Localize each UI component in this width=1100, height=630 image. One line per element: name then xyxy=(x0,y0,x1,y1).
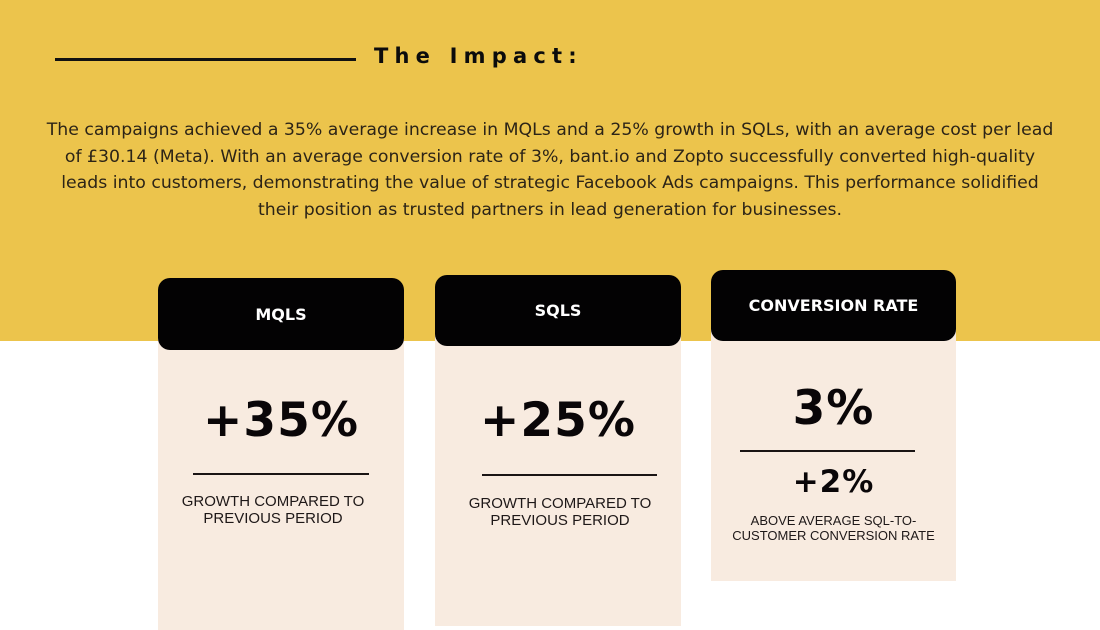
sqls-caption: GROWTH COMPARED TO PREVIOUS PERIOD xyxy=(440,495,680,529)
mqls-divider xyxy=(193,473,369,475)
mqls-card-header: MQLS xyxy=(158,278,404,350)
mqls-card xyxy=(158,330,404,630)
sqls-card-title: SQLS xyxy=(534,301,582,320)
mqls-card-title: MQLS xyxy=(255,304,307,324)
section-title: The Impact: xyxy=(374,44,583,68)
conversion-sub-value: +2% xyxy=(792,464,875,500)
sqls-card-header: SQLS xyxy=(435,275,681,346)
mqls-caption-line1: GROWTH COMPARED TO xyxy=(181,493,365,510)
title-divider-line xyxy=(55,58,356,61)
mqls-caption-line2: PREVIOUS PERIOD xyxy=(203,510,343,527)
sqls-caption-line2: PREVIOUS PERIOD xyxy=(490,512,630,529)
sqls-value: +25% xyxy=(480,393,636,448)
sqls-divider xyxy=(482,474,657,476)
conversion-card-title: CONVERSION RATE xyxy=(748,296,919,315)
conversion-divider xyxy=(740,450,915,452)
conversion-caption: ABOVE AVERAGE SQL-TO- CUSTOMER CONVERSIO… xyxy=(711,513,956,543)
sqls-caption-line1: GROWTH COMPARED TO xyxy=(468,495,652,512)
mqls-caption: GROWTH COMPARED TO PREVIOUS PERIOD xyxy=(158,493,388,527)
conversion-caption-line2: CUSTOMER CONVERSION RATE xyxy=(732,528,935,543)
conversion-card-header: CONVERSION RATE xyxy=(711,270,956,341)
conversion-caption-line1: ABOVE AVERAGE SQL-TO- xyxy=(750,513,917,528)
sqls-card xyxy=(435,326,681,626)
conversion-value: 3% xyxy=(792,381,875,436)
impact-paragraph: The campaigns achieved a 35% average inc… xyxy=(46,120,1054,220)
mqls-value: +35% xyxy=(203,393,359,448)
